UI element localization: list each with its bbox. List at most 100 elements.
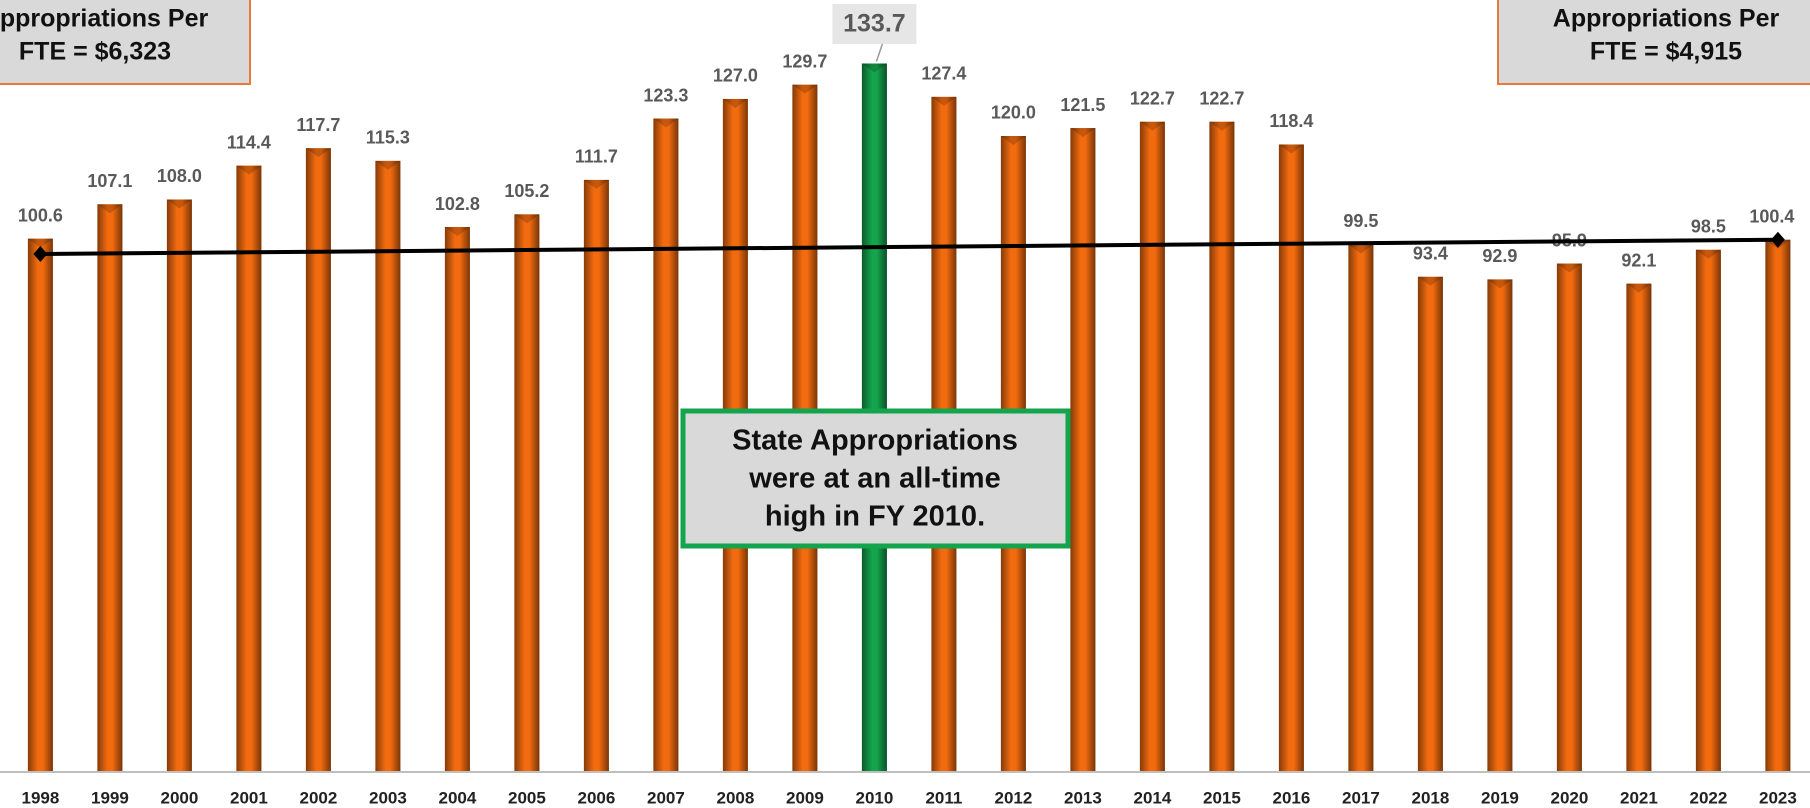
bar-shade: [305, 148, 331, 771]
value-label: 93.4: [1413, 244, 1448, 264]
x-tick-label: 2020: [1550, 788, 1588, 807]
x-tick-label: 2017: [1342, 788, 1380, 807]
x-tick-label: 2008: [716, 788, 754, 807]
annotation-text: FTE = $4,915: [1590, 38, 1742, 66]
bar-shade: [166, 199, 192, 771]
callout-text: were at an all-time: [748, 463, 1000, 495]
bar-shade: [444, 227, 470, 771]
value-label: 100.6: [18, 205, 63, 225]
bar-shade: [1209, 121, 1235, 772]
annotation-box: [1497, 0, 1810, 85]
bar-cap: [653, 118, 679, 128]
value-label: 122.7: [1199, 88, 1244, 108]
bar-shade: [1695, 249, 1721, 772]
callout-box: [680, 408, 1071, 549]
bar-shade: [1487, 279, 1513, 771]
x-tick-label: 2016: [1272, 788, 1310, 807]
bar-shade: [97, 204, 123, 772]
x-tick-label: 2013: [1064, 788, 1102, 807]
x-tick-label: 2009: [786, 788, 824, 807]
value-label: 92.1: [1621, 250, 1656, 270]
x-tick-label: 2022: [1689, 788, 1727, 807]
bar-cap: [1000, 135, 1026, 145]
value-label: 118.4: [1269, 111, 1313, 131]
bar-shade: [1765, 239, 1791, 771]
x-tick-label: 2019: [1481, 788, 1519, 807]
value-label: 120.0: [991, 103, 1036, 123]
bar-cap: [1070, 128, 1096, 138]
bar-cap: [375, 160, 401, 170]
value-label: 100.4: [1749, 206, 1794, 226]
bar-cap: [1695, 249, 1721, 259]
x-tick-label: 2021: [1620, 788, 1658, 807]
value-label: 92.9: [1482, 246, 1517, 266]
value-label: 107.1: [87, 171, 132, 191]
x-tick-label: 2000: [160, 788, 198, 807]
bar-shade: [1278, 144, 1304, 772]
value-label: 111.7: [575, 147, 618, 167]
x-tick-label: 2001: [230, 788, 268, 807]
bar-cap: [722, 98, 748, 108]
value-label: 122.7: [1130, 88, 1175, 108]
callout-text: State Appropriations: [732, 425, 1018, 457]
trend-marker: [33, 246, 48, 263]
bar-shade: [375, 160, 401, 771]
bar-cap: [1556, 263, 1582, 273]
bar-shade: [1139, 121, 1165, 772]
value-label: 108.0: [157, 166, 202, 186]
value-label: 114.4: [227, 132, 271, 152]
bar-cap: [27, 238, 53, 248]
callout-text: high in FY 2010.: [765, 501, 985, 533]
value-label: 121.5: [1060, 95, 1105, 115]
value-label: 102.8: [435, 194, 480, 214]
value-label: 127.4: [921, 64, 966, 84]
x-tick-label: 1999: [91, 788, 129, 807]
x-tick-label: 2006: [577, 788, 615, 807]
bar-shade: [583, 179, 609, 772]
bar-shade: [514, 214, 540, 771]
value-label: 123.3: [643, 85, 688, 105]
bar-cap: [1626, 283, 1652, 293]
bar-cap: [514, 214, 540, 224]
x-tick-label: 2014: [1133, 788, 1171, 807]
bar-cap: [1417, 276, 1443, 286]
x-tick-label: 2002: [299, 788, 337, 807]
x-tick-label: 2004: [438, 788, 476, 807]
bar-cap: [166, 199, 192, 209]
bar-shade: [1070, 128, 1096, 771]
x-tick-label: 2007: [647, 788, 685, 807]
bar-cap: [792, 84, 818, 94]
value-label-box: [832, 4, 917, 44]
value-label: 99.5: [1343, 211, 1378, 231]
value-label: 129.7: [782, 51, 827, 71]
x-tick-label: 2003: [369, 788, 407, 807]
bar-cap: [861, 63, 887, 73]
bar-cap: [1278, 144, 1304, 154]
x-tick-label: 2011: [925, 788, 962, 807]
bar-cap: [1348, 244, 1374, 254]
x-tick-label: 2010: [855, 788, 893, 807]
bar-cap: [1487, 279, 1513, 289]
x-tick-label: 2018: [1411, 788, 1449, 807]
bar-shade: [1626, 283, 1652, 771]
bar-shade: [1556, 263, 1582, 771]
x-tick-label: 2015: [1203, 788, 1241, 807]
bar-cap: [305, 148, 331, 158]
bar-shade: [236, 165, 262, 771]
trend-line: [40, 237, 1778, 257]
annotation-text: Appropriations Per: [0, 5, 208, 33]
bar-shade: [1417, 276, 1443, 771]
x-tick-label: 2023: [1759, 788, 1797, 807]
bar-shade: [1348, 244, 1374, 771]
value-label: 115.3: [366, 128, 410, 148]
bar-cap: [444, 227, 470, 237]
annotation-box: [0, 0, 251, 85]
bar-shade: [653, 118, 679, 771]
bar-cap: [1209, 121, 1235, 131]
bar-cap: [931, 96, 957, 106]
trend-marker: [1770, 231, 1785, 248]
annotation-text: FTE = $6,323: [19, 38, 171, 66]
bar-cap: [97, 204, 123, 214]
annotation-text: Appropriations Per: [1553, 5, 1780, 33]
x-tick-label: 1998: [21, 788, 59, 807]
